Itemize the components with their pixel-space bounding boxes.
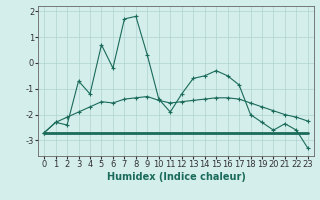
X-axis label: Humidex (Indice chaleur): Humidex (Indice chaleur) bbox=[107, 172, 245, 182]
